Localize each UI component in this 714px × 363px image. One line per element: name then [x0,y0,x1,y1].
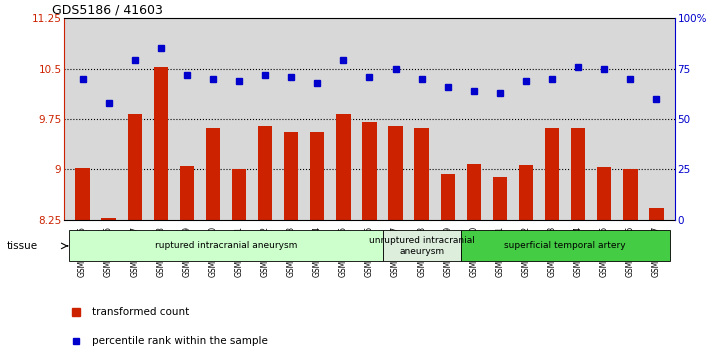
Bar [441,174,455,220]
Bar [310,132,324,220]
Bar [180,166,194,220]
Text: superficial temporal artery: superficial temporal artery [504,241,626,250]
Text: percentile rank within the sample: percentile rank within the sample [91,336,268,346]
Bar [128,114,142,220]
Bar [206,128,220,220]
Bar [415,128,429,220]
Bar [493,177,507,220]
Bar [336,114,351,220]
Bar [571,128,585,220]
Text: unruptured intracranial
aneurysm: unruptured intracranial aneurysm [368,236,475,256]
Bar [388,126,403,220]
Text: transformed count: transformed count [91,307,189,317]
Text: GDS5186 / 41603: GDS5186 / 41603 [52,4,163,17]
Bar [461,231,670,261]
Bar [258,126,272,220]
Text: ruptured intracranial aneurysm: ruptured intracranial aneurysm [155,241,297,250]
Bar [76,168,90,220]
Bar [545,128,559,220]
Bar [623,169,638,220]
Bar [597,167,611,220]
Bar [467,164,481,220]
Bar [362,122,377,220]
Bar [383,231,461,261]
Bar [232,169,246,220]
Bar [649,208,663,220]
Bar [101,218,116,220]
Bar [69,231,383,261]
Bar [284,132,298,220]
Text: tissue: tissue [7,241,39,251]
Bar [154,67,168,220]
Bar [519,164,533,220]
